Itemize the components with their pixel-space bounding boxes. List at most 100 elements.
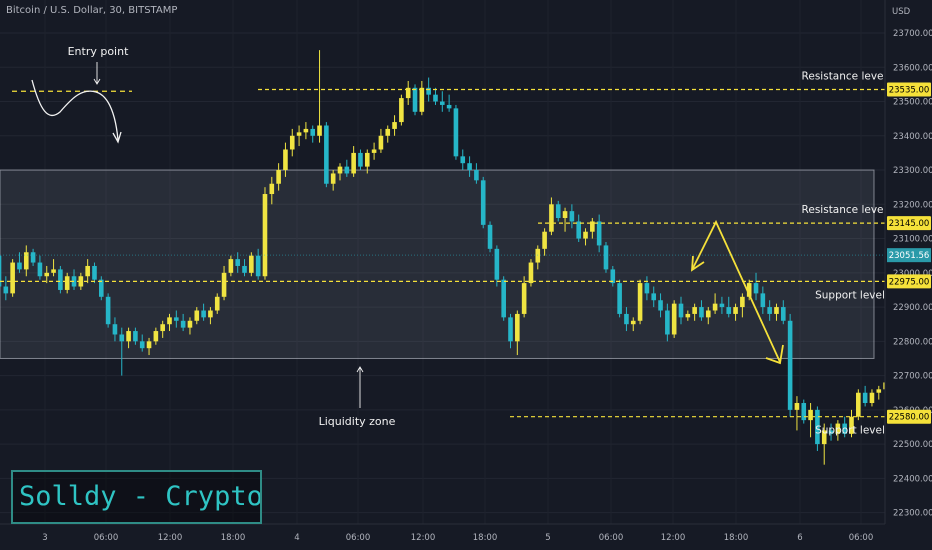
candle-body[interactable]: [64, 276, 70, 290]
candle-body[interactable]: [262, 194, 268, 277]
candle-body[interactable]: [753, 283, 759, 294]
candle-body[interactable]: [665, 310, 670, 335]
candle-body[interactable]: [92, 265, 97, 280]
candle-body[interactable]: [555, 204, 561, 219]
candle-body[interactable]: [535, 248, 541, 263]
candle-body[interactable]: [862, 392, 868, 404]
candle-body[interactable]: [112, 324, 118, 335]
candle-body[interactable]: [794, 403, 800, 410]
candle-body[interactable]: [214, 296, 220, 311]
candle-body[interactable]: [440, 101, 445, 105]
candle-body[interactable]: [678, 303, 684, 318]
candle-body[interactable]: [637, 283, 643, 321]
candle-body[interactable]: [351, 152, 356, 174]
price-axis[interactable]: 22300.0022400.0022500.0022600.0022700.00…: [893, 29, 932, 519]
candle-body[interactable]: [596, 221, 602, 246]
candle-body[interactable]: [296, 132, 302, 136]
candle-body[interactable]: [733, 307, 738, 314]
candle-body[interactable]: [480, 180, 486, 225]
candle-body[interactable]: [167, 317, 172, 325]
candle-body[interactable]: [869, 392, 875, 404]
candle-body[interactable]: [542, 231, 547, 249]
candle-body[interactable]: [815, 409, 820, 445]
candle-body[interactable]: [10, 262, 15, 294]
candle-body[interactable]: [405, 87, 411, 99]
time-axis[interactable]: 3 06:00 12:00 18:00 4 06:00 12:00 18:00 5 06:00 12…: [42, 533, 873, 543]
candle-body[interactable]: [433, 94, 438, 102]
candle-body[interactable]: [289, 135, 295, 150]
candle-body[interactable]: [358, 152, 363, 167]
candle-body[interactable]: [99, 279, 104, 297]
candle-body[interactable]: [760, 293, 766, 308]
candle-body[interactable]: [651, 293, 657, 301]
candle-body[interactable]: [740, 296, 745, 308]
candle-body[interactable]: [460, 156, 466, 164]
candle-body[interactable]: [235, 259, 240, 266]
candle-body[interactable]: [303, 128, 309, 133]
candle-body[interactable]: [317, 125, 322, 136]
candle-body[interactable]: [133, 331, 138, 342]
candle-body[interactable]: [385, 128, 391, 136]
candle-body[interactable]: [699, 307, 704, 318]
candle-body[interactable]: [590, 221, 595, 232]
candle-body[interactable]: [51, 269, 56, 273]
candle-body[interactable]: [746, 283, 752, 297]
candle-body[interactable]: [283, 149, 288, 171]
candle-body[interactable]: [692, 307, 697, 314]
candle-body[interactable]: [153, 331, 159, 342]
candle-body[interactable]: [0, 255, 2, 287]
candle-body[interactable]: [849, 416, 854, 434]
candle-body[interactable]: [624, 313, 629, 325]
candle-body[interactable]: [58, 269, 63, 290]
candle-body[interactable]: [494, 248, 500, 280]
candle-body[interactable]: [801, 403, 807, 421]
candle-body[interactable]: [576, 221, 581, 239]
candle-body[interactable]: [228, 259, 234, 273]
candle-body[interactable]: [255, 255, 261, 277]
candle-body[interactable]: [412, 87, 418, 112]
candle-body[interactable]: [30, 252, 36, 263]
candle-body[interactable]: [787, 320, 793, 410]
candle-body[interactable]: [521, 283, 527, 314]
candle-body[interactable]: [835, 423, 841, 434]
candle-body[interactable]: [276, 170, 281, 184]
candle-body[interactable]: [330, 173, 336, 184]
candle-body[interactable]: [487, 224, 493, 249]
candle-body[interactable]: [105, 296, 111, 325]
candle-body[interactable]: [310, 128, 316, 136]
candle-body[interactable]: [719, 303, 725, 308]
candle-body[interactable]: [446, 104, 452, 109]
candle-body[interactable]: [767, 307, 772, 314]
candle-body[interactable]: [515, 313, 520, 342]
candle-body[interactable]: [617, 283, 622, 314]
candle-body[interactable]: [774, 307, 779, 314]
candle-body[interactable]: [562, 211, 568, 219]
candle-body[interactable]: [119, 334, 125, 342]
candle-body[interactable]: [501, 279, 506, 318]
candle-body[interactable]: [726, 307, 732, 314]
candle-body[interactable]: [37, 262, 43, 277]
candle-body[interactable]: [344, 166, 350, 174]
candles[interactable]: [0, 50, 932, 465]
candle-body[interactable]: [187, 320, 193, 328]
candle-body[interactable]: [630, 320, 636, 325]
candle-body[interactable]: [467, 163, 472, 171]
candle-body[interactable]: [324, 125, 329, 184]
candle-body[interactable]: [194, 310, 200, 321]
candle-body[interactable]: [23, 252, 29, 270]
candle-body[interactable]: [160, 324, 165, 332]
candle-body[interactable]: [821, 430, 827, 445]
candle-body[interactable]: [208, 310, 213, 318]
candle-body[interactable]: [583, 231, 588, 239]
candle-body[interactable]: [712, 303, 718, 311]
candle-body[interactable]: [842, 423, 847, 434]
candle-body[interactable]: [569, 211, 575, 222]
candle-body[interactable]: [508, 317, 513, 342]
candle-body[interactable]: [856, 392, 861, 417]
candle-body[interactable]: [44, 272, 50, 277]
candle-body[interactable]: [603, 245, 609, 270]
candle-body[interactable]: [658, 300, 663, 311]
candle-body[interactable]: [876, 389, 882, 393]
candle-body[interactable]: [419, 87, 425, 112]
